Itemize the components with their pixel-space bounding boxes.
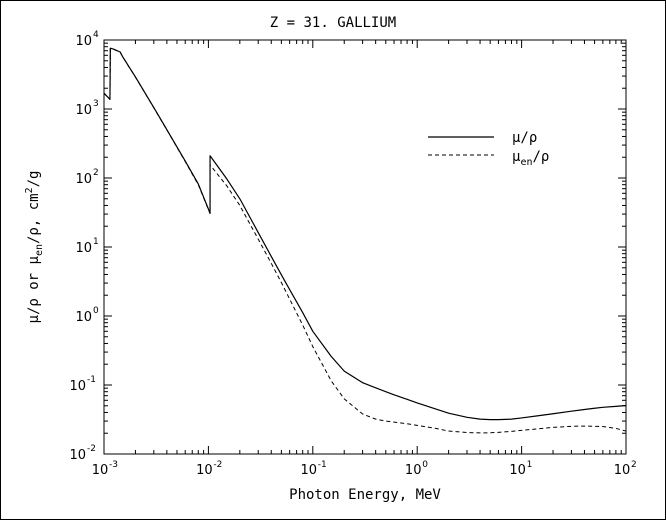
x-axis-label: Photon Energy, MeV — [289, 487, 441, 503]
svg-text:3: 3 — [93, 99, 99, 109]
svg-text:10: 10 — [69, 379, 86, 394]
series-line-mu-rho — [103, 47, 627, 421]
legend-label-mu: μ/ρ — [512, 130, 537, 146]
svg-text:10: 10 — [509, 463, 526, 478]
svg-text:1: 1 — [527, 460, 533, 470]
x-tick-label: 10 -3 — [92, 460, 118, 478]
svg-text:10: 10 — [75, 34, 92, 49]
y-tick-label: 10 2 — [75, 168, 98, 187]
x-tick-label: 10 1 — [509, 460, 532, 478]
y-tick-label: 10 -1 — [69, 375, 96, 394]
x-tick-label: 10 0 — [405, 460, 428, 478]
svg-text:10: 10 — [75, 241, 92, 256]
svg-text:10: 10 — [69, 448, 86, 463]
plot-area — [103, 39, 627, 455]
svg-text:2: 2 — [631, 460, 637, 470]
svg-text:-1: -1 — [87, 375, 96, 385]
y-label-part-1: μ/ρ or μ — [26, 255, 42, 323]
x-tick-label: 10 -2 — [196, 460, 222, 478]
svg-text:10: 10 — [75, 103, 92, 118]
svg-text:-2: -2 — [87, 444, 96, 454]
y-tick-label: 10 1 — [75, 237, 98, 256]
legend: μ/ρ μen/ρ — [428, 130, 549, 168]
svg-text:-3: -3 — [109, 460, 118, 470]
legend-label-muen: μen/ρ — [512, 149, 549, 168]
y-tick-label: 10 -2 — [69, 444, 96, 463]
axis-ticks: 10 -3 10 -2 10 -1 10 0 10 1 10 210 -210 -110 010 110 210… — [69, 30, 636, 478]
svg-text:4: 4 — [93, 30, 99, 40]
chart-title: Z = 31. GALLIUM — [270, 15, 396, 31]
x-tick-label: 10 -1 — [301, 460, 327, 478]
svg-text:0: 0 — [93, 306, 99, 316]
y-tick-label: 10 0 — [75, 306, 99, 325]
series-layer — [103, 47, 627, 434]
svg-text:10: 10 — [614, 463, 631, 478]
svg-text:-2: -2 — [213, 460, 222, 470]
svg-text:2: 2 — [93, 168, 99, 178]
y-label-sub: en — [34, 244, 45, 256]
svg-text:10: 10 — [196, 463, 213, 478]
series-line-mu-en-rho — [103, 47, 627, 434]
y-label-part-3: /ρ, cm — [26, 193, 42, 244]
svg-text:-1: -1 — [318, 460, 327, 470]
y-tick-label: 10 3 — [75, 99, 98, 118]
x-tick-label: 10 2 — [614, 460, 637, 478]
svg-text:1: 1 — [93, 237, 99, 247]
svg-text:10: 10 — [75, 310, 92, 325]
svg-text:0: 0 — [422, 460, 428, 470]
y-axis-label: μ/ρ or μen/ρ, cm2/g — [24, 171, 45, 324]
y-label-sup: 2 — [24, 187, 35, 193]
svg-text:10: 10 — [92, 463, 109, 478]
y-tick-label: 10 4 — [75, 30, 99, 49]
svg-text:10: 10 — [405, 463, 422, 478]
svg-text:10: 10 — [75, 172, 92, 187]
svg-text:10: 10 — [301, 463, 318, 478]
y-label-part-5: /g — [26, 171, 42, 188]
